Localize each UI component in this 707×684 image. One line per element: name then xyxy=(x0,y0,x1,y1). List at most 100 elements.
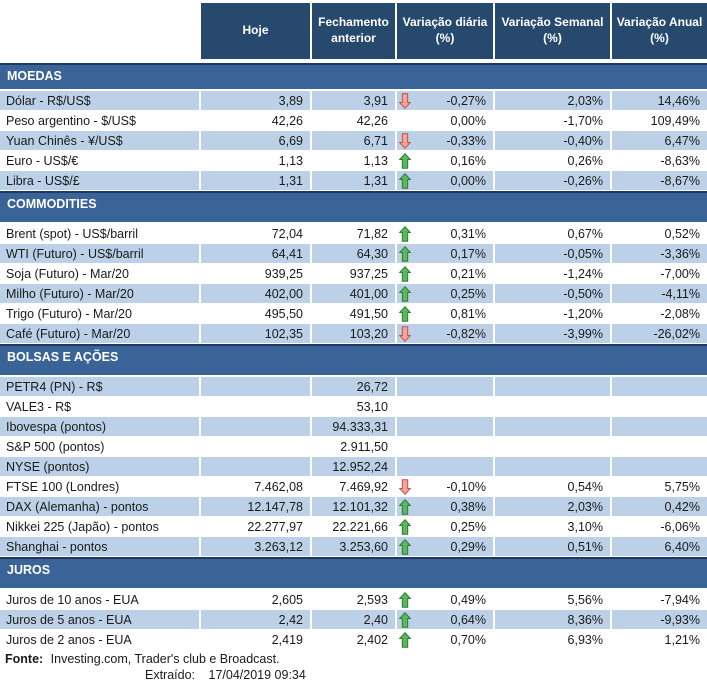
instrument-label: WTI (Futuro) - US$/barril xyxy=(0,244,199,263)
variacao-semanal-value: 0,54% xyxy=(567,479,603,494)
fechamento-anterior-value: 2.911,50 xyxy=(340,439,388,454)
up-arrow-icon xyxy=(399,225,412,242)
variacao-diaria-value: 0,31% xyxy=(450,226,486,241)
table-row: DAX (Alemanha) - pontos 12.147,78 12.101… xyxy=(0,497,707,516)
variacao-diaria-cell: 0,00% xyxy=(397,111,493,130)
variacao-diaria-value: 0,81% xyxy=(450,306,486,321)
variacao-anual-value: -26,02% xyxy=(612,324,707,343)
variacao-diaria-cell: 0,25% xyxy=(397,284,493,303)
fechamento-anterior-value: 7.469,92 xyxy=(339,479,388,494)
variacao-anual-value xyxy=(612,397,707,416)
variacao-anual-value xyxy=(612,437,707,456)
variacao-diaria-value: 0,17% xyxy=(450,246,486,261)
variacao-semanal-value: 0,67% xyxy=(567,226,603,241)
hoje-value: 402,00 xyxy=(201,284,310,303)
variacao-anual-value: -2,08% xyxy=(660,306,700,321)
variacao-diaria-value: 0,25% xyxy=(450,519,486,534)
instrument-label: Trigo (Futuro) - Mar/20 xyxy=(6,306,132,321)
hoje-value: 42,26 xyxy=(271,113,303,128)
table-section: MOEDAS Dólar - R$/US$ 3,89 3,91 -0,27% 2… xyxy=(0,63,707,190)
section-header: BOLSAS E AÇÕES xyxy=(0,344,707,375)
fechamento-anterior-value: 103,20 xyxy=(312,324,395,343)
variacao-semanal-value: -3,99% xyxy=(495,324,610,343)
instrument-label: VALE3 - R$ xyxy=(6,399,72,414)
no-change-icon xyxy=(399,399,412,415)
instrument-label: NYSE (pontos) xyxy=(0,457,199,476)
header-spacer xyxy=(0,3,199,59)
variacao-diaria-value: 0,64% xyxy=(450,612,486,627)
variacao-diaria-cell xyxy=(397,377,493,396)
variacao-semanal-value: 0,26% xyxy=(567,153,603,168)
instrument-label: Soja (Futuro) - Mar/20 xyxy=(6,266,129,281)
fechamento-anterior-value: 1,13 xyxy=(363,153,388,168)
variacao-diaria-cell: -0,10% xyxy=(397,477,493,496)
variacao-diaria-value: 0,00% xyxy=(450,113,486,128)
variacao-diaria-cell: -0,27% xyxy=(397,91,493,110)
instrument-label: DAX (Alemanha) - pontos xyxy=(0,497,199,516)
fechamento-anterior-value: 2,593 xyxy=(356,592,388,607)
section-header: JUROS xyxy=(0,557,707,588)
variacao-diaria-cell: 0,64% xyxy=(397,610,493,629)
variacao-diaria-value: 0,29% xyxy=(450,539,486,554)
table-row: S&P 500 (pontos) 2.911,50 xyxy=(0,437,707,456)
fechamento-anterior-value: 22.221,66 xyxy=(332,519,388,534)
variacao-diaria-value: 0,70% xyxy=(450,632,486,647)
table-row: Juros de 2 anos - EUA 2,419 2,402 0,70% … xyxy=(0,630,707,649)
hoje-value: 6,69 xyxy=(201,131,310,150)
hoje-value: 2,605 xyxy=(271,592,303,607)
variacao-anual-value: 0,52% xyxy=(664,226,700,241)
table-row: Libra - US$/£ 1,31 1,31 0,00% -0,26% -8,… xyxy=(0,171,707,190)
variacao-diaria-cell: 0,17% xyxy=(397,244,493,263)
instrument-label: Café (Futuro) - Mar/20 xyxy=(0,324,199,343)
variacao-diaria-value: 0,21% xyxy=(450,266,486,281)
hoje-value: 1,13 xyxy=(278,153,303,168)
up-arrow-icon xyxy=(399,305,412,322)
variacao-diaria-cell: -0,33% xyxy=(397,131,493,150)
table-row: Soja (Futuro) - Mar/20 939,25 937,25 0,2… xyxy=(0,264,707,283)
table-row: Shanghai - pontos 3.263,12 3.253,60 0,29… xyxy=(0,537,707,556)
fechamento-anterior-value: 2,402 xyxy=(356,632,388,647)
variacao-diaria-value: 0,00% xyxy=(450,173,486,188)
table-row: Dólar - R$/US$ 3,89 3,91 -0,27% 2,03% 14… xyxy=(0,91,707,110)
column-header-hoje: Hoje xyxy=(201,3,310,59)
hoje-value xyxy=(201,437,310,456)
variacao-diaria-cell: 0,29% xyxy=(397,537,493,556)
up-arrow-icon xyxy=(399,152,412,169)
variacao-diaria-cell xyxy=(397,437,493,456)
variacao-diaria-cell: 0,31% xyxy=(397,224,493,243)
variacao-diaria-value: 0,25% xyxy=(450,286,486,301)
instrument-label: Juros de 2 anos - EUA xyxy=(6,632,132,647)
table-row: Peso argentino - $/US$ 42,26 42,26 0,00%… xyxy=(0,111,707,130)
source-label: Fonte: xyxy=(5,652,44,666)
table-row: VALE3 - R$ 53,10 xyxy=(0,397,707,416)
variacao-anual-value: 6,47% xyxy=(612,131,707,150)
variacao-diaria-cell: 0,00% xyxy=(397,171,493,190)
variacao-anual-value xyxy=(612,457,707,476)
section-title: MOEDAS xyxy=(7,69,62,83)
instrument-label: Peso argentino - $/US$ xyxy=(6,113,136,128)
variacao-diaria-value: 0,38% xyxy=(450,499,486,514)
table-row: Juros de 10 anos - EUA 2,605 2,593 0,49%… xyxy=(0,590,707,609)
instrument-label: Juros de 10 anos - EUA xyxy=(6,592,139,607)
variacao-diaria-cell: 0,21% xyxy=(397,264,493,283)
variacao-anual-value: 5,75% xyxy=(664,479,700,494)
table-header: Hoje Fechamento anterior Variação diária… xyxy=(0,3,707,59)
instrument-label: Yuan Chinês - ¥/US$ xyxy=(0,131,199,150)
variacao-semanal-value xyxy=(495,457,610,476)
fechamento-anterior-value: 3.253,60 xyxy=(312,537,395,556)
fechamento-anterior-value: 12.101,32 xyxy=(312,497,395,516)
hoje-value: 64,41 xyxy=(201,244,310,263)
fechamento-anterior-value: 64,30 xyxy=(312,244,395,263)
variacao-diaria-cell: 0,81% xyxy=(397,304,493,323)
hoje-value: 2,419 xyxy=(271,632,303,647)
column-header-variacao-diaria: Variação diária (%) xyxy=(397,3,493,59)
hoje-value: 102,35 xyxy=(201,324,310,343)
fechamento-anterior-value: 6,71 xyxy=(312,131,395,150)
instrument-label: Milho (Futuro) - Mar/20 xyxy=(0,284,199,303)
hoje-value: 1,31 xyxy=(201,171,310,190)
no-change-icon xyxy=(399,459,412,475)
fechamento-anterior-value: 26,72 xyxy=(312,377,395,396)
variacao-diaria-value: 0,49% xyxy=(450,592,486,607)
variacao-diaria-value: 0,16% xyxy=(450,153,486,168)
variacao-diaria-cell: 0,70% xyxy=(397,630,493,649)
